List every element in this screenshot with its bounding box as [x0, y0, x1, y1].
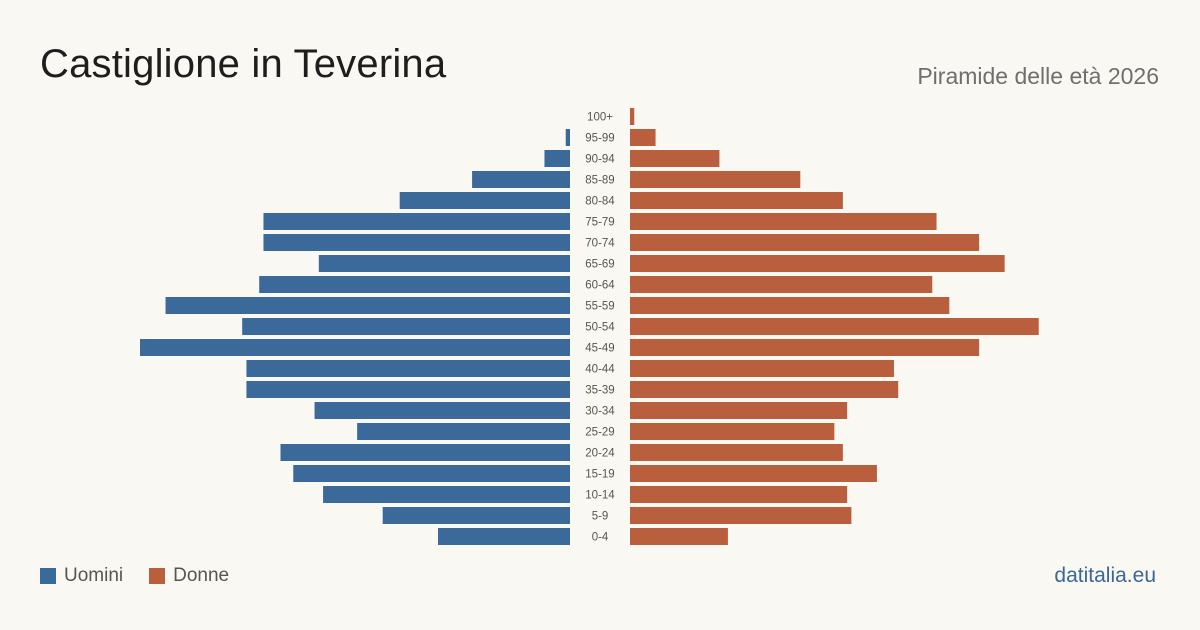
bar-male-60-64	[259, 276, 570, 293]
bar-female-30-34	[630, 402, 848, 419]
chart-subtitle: Piramide delle età 2026	[917, 63, 1159, 89]
bar-male-15-19	[293, 465, 570, 482]
age-label-70-74: 70-74	[585, 238, 615, 250]
source-link[interactable]: datitalia.eu	[1054, 564, 1156, 587]
bar-female-65-69	[630, 255, 1005, 272]
bar-female-90-94	[630, 150, 720, 167]
bar-male-10-14	[323, 486, 570, 503]
bar-male-30-34	[314, 402, 570, 419]
bar-female-10-14	[630, 486, 848, 503]
age-label-20-24: 20-24	[585, 448, 615, 460]
bar-female-0-4	[630, 528, 728, 545]
legend-swatch-female	[149, 568, 166, 584]
age-label-0-4: 0-4	[592, 532, 609, 544]
age-label-30-34: 30-34	[585, 406, 615, 418]
legend-label-male: Uomini	[64, 565, 124, 586]
bar-female-25-29	[630, 423, 835, 440]
age-label-80-84: 80-84	[585, 196, 615, 208]
bar-male-40-44	[246, 360, 570, 377]
bar-female-45-49	[630, 339, 980, 356]
bar-female-35-39	[630, 381, 899, 398]
bar-female-95-99	[630, 129, 656, 146]
age-label-60-64: 60-64	[585, 280, 615, 292]
bar-female-20-24	[630, 444, 843, 461]
bar-male-35-39	[246, 381, 570, 398]
bar-female-100+	[630, 108, 635, 125]
bar-male-65-69	[318, 255, 570, 272]
age-label-45-49: 45-49	[585, 343, 614, 355]
bar-male-55-59	[165, 297, 570, 314]
bar-male-5-9	[382, 507, 570, 524]
bar-male-80-84	[399, 192, 570, 209]
age-label-90-94: 90-94	[585, 154, 615, 166]
age-label-25-29: 25-29	[585, 427, 614, 439]
bar-male-95-99	[565, 129, 570, 146]
bar-female-70-74	[630, 234, 980, 251]
bar-female-85-89	[630, 171, 801, 188]
legend: Uomini Donne	[40, 565, 255, 587]
legend-item-male: Uomini	[40, 565, 123, 587]
age-label-100+: 100+	[587, 112, 613, 124]
bar-female-80-84	[630, 192, 843, 209]
bar-female-5-9	[630, 507, 852, 524]
age-label-75-79: 75-79	[585, 217, 614, 229]
bar-female-15-19	[630, 465, 877, 482]
page-title: Castiglione in Teverina	[40, 42, 447, 86]
bar-female-55-59	[630, 297, 950, 314]
bar-male-45-49	[140, 339, 570, 356]
age-label-95-99: 95-99	[585, 133, 614, 145]
age-label-10-14: 10-14	[585, 490, 615, 502]
age-label-50-54: 50-54	[585, 322, 615, 334]
bar-male-20-24	[280, 444, 570, 461]
bar-female-50-54	[630, 318, 1039, 335]
bar-male-85-89	[472, 171, 570, 188]
age-label-85-89: 85-89	[585, 175, 614, 187]
bar-male-70-74	[263, 234, 570, 251]
legend-swatch-male	[40, 568, 56, 584]
bar-female-40-44	[630, 360, 894, 377]
age-label-65-69: 65-69	[585, 259, 614, 271]
age-label-40-44: 40-44	[585, 364, 615, 376]
bar-male-0-4	[438, 528, 570, 545]
age-label-5-9: 5-9	[592, 511, 609, 523]
legend-item-female: Donne	[149, 565, 229, 587]
bar-male-90-94	[544, 150, 570, 167]
legend-label-female: Donne	[173, 565, 230, 586]
bar-male-25-29	[357, 423, 570, 440]
age-label-55-59: 55-59	[585, 301, 614, 313]
bar-female-75-79	[630, 213, 937, 230]
bar-male-50-54	[242, 318, 570, 335]
age-label-35-39: 35-39	[585, 385, 614, 397]
age-label-15-19: 15-19	[585, 469, 614, 481]
bar-female-60-64	[630, 276, 933, 293]
bar-male-75-79	[263, 213, 570, 230]
